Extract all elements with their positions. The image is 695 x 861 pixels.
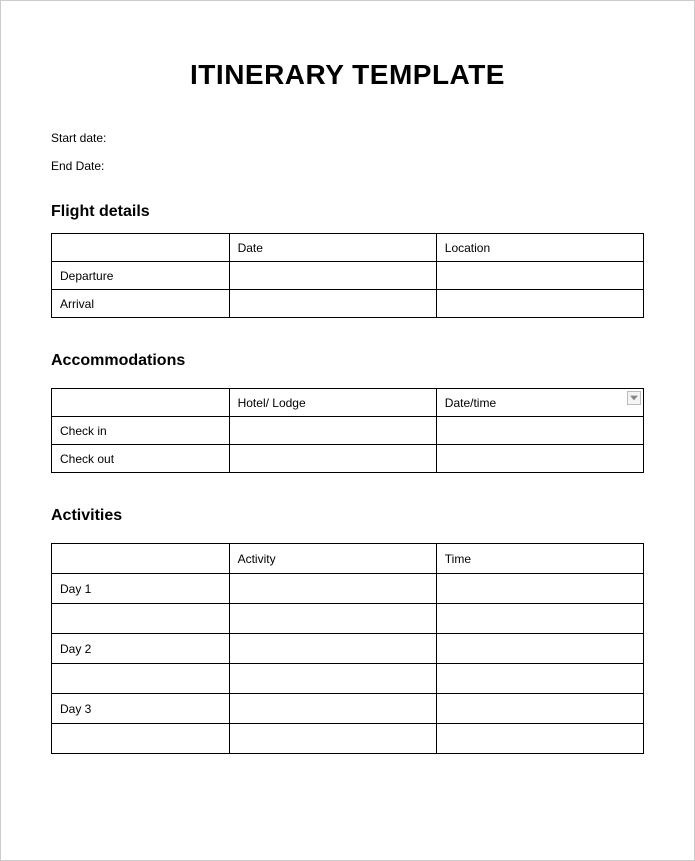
end-date-line: End Date: xyxy=(51,159,644,173)
document-page: ITINERARY TEMPLATE Start date: End Date:… xyxy=(0,0,695,861)
accom-checkin-hotel-cell[interactable] xyxy=(229,417,436,445)
flight-departure-date-cell[interactable] xyxy=(229,262,436,290)
accom-row-checkin: Check in xyxy=(52,417,230,445)
activities-row-day2: Day 2 xyxy=(52,634,230,664)
activities-day1b-time-cell[interactable] xyxy=(436,604,643,634)
table-row: Day 1 xyxy=(52,574,644,604)
activities-day1-time-cell[interactable] xyxy=(436,574,643,604)
activities-heading: Activities xyxy=(51,507,644,525)
accom-row-checkout: Check out xyxy=(52,445,230,473)
activities-day3-time-cell[interactable] xyxy=(436,694,643,724)
activities-day2-activity-cell[interactable] xyxy=(229,634,436,664)
accommodations-table: Hotel/ Lodge Date/time Check in Check ou… xyxy=(51,388,644,473)
start-date-line: Start date: xyxy=(51,131,644,145)
table-header-row: Activity Time xyxy=(52,544,644,574)
accom-checkin-datetime-cell[interactable] xyxy=(436,417,643,445)
flight-row-departure: Departure xyxy=(52,262,230,290)
table-row: Day 3 xyxy=(52,694,644,724)
table-row: Check in xyxy=(52,417,644,445)
flight-arrival-date-cell[interactable] xyxy=(229,290,436,318)
activities-day2b-activity-cell[interactable] xyxy=(229,664,436,694)
activities-col-time: Time xyxy=(436,544,643,574)
flight-table: Date Location Departure Arrival xyxy=(51,233,644,318)
page-title: ITINERARY TEMPLATE xyxy=(51,59,644,91)
table-row xyxy=(52,604,644,634)
activities-day1b-label-cell[interactable] xyxy=(52,604,230,634)
activities-day1-activity-cell[interactable] xyxy=(229,574,436,604)
accom-col-blank xyxy=(52,389,230,417)
flight-col-location: Location xyxy=(436,234,643,262)
table-row: Check out xyxy=(52,445,644,473)
activities-day2b-label-cell[interactable] xyxy=(52,664,230,694)
accom-col-hotel: Hotel/ Lodge xyxy=(229,389,436,417)
activities-day3b-label-cell[interactable] xyxy=(52,724,230,754)
activities-day2-time-cell[interactable] xyxy=(436,634,643,664)
activities-col-blank xyxy=(52,544,230,574)
flight-col-blank xyxy=(52,234,230,262)
activities-col-activity: Activity xyxy=(229,544,436,574)
table-header-row: Date Location xyxy=(52,234,644,262)
activities-day1b-activity-cell[interactable] xyxy=(229,604,436,634)
accom-checkout-datetime-cell[interactable] xyxy=(436,445,643,473)
accom-col-datetime-label: Date/time xyxy=(445,396,496,410)
table-row xyxy=(52,664,644,694)
activities-day2b-time-cell[interactable] xyxy=(436,664,643,694)
flight-row-arrival: Arrival xyxy=(52,290,230,318)
table-header-row: Hotel/ Lodge Date/time xyxy=(52,389,644,417)
table-row: Day 2 xyxy=(52,634,644,664)
table-row xyxy=(52,724,644,754)
activities-day3-activity-cell[interactable] xyxy=(229,694,436,724)
activities-day3b-time-cell[interactable] xyxy=(436,724,643,754)
table-row: Departure xyxy=(52,262,644,290)
table-row: Arrival xyxy=(52,290,644,318)
activities-table: Activity Time Day 1 Day 2 Day 3 xyxy=(51,543,644,754)
accommodations-heading: Accommodations xyxy=(51,352,644,370)
flight-arrival-location-cell[interactable] xyxy=(436,290,643,318)
dropdown-icon[interactable] xyxy=(627,391,641,405)
accom-col-datetime: Date/time xyxy=(436,389,643,417)
activities-day3b-activity-cell[interactable] xyxy=(229,724,436,754)
flight-departure-location-cell[interactable] xyxy=(436,262,643,290)
flight-col-date: Date xyxy=(229,234,436,262)
activities-row-day1: Day 1 xyxy=(52,574,230,604)
accom-checkout-hotel-cell[interactable] xyxy=(229,445,436,473)
activities-row-day3: Day 3 xyxy=(52,694,230,724)
flight-heading: Flight details xyxy=(51,203,644,221)
